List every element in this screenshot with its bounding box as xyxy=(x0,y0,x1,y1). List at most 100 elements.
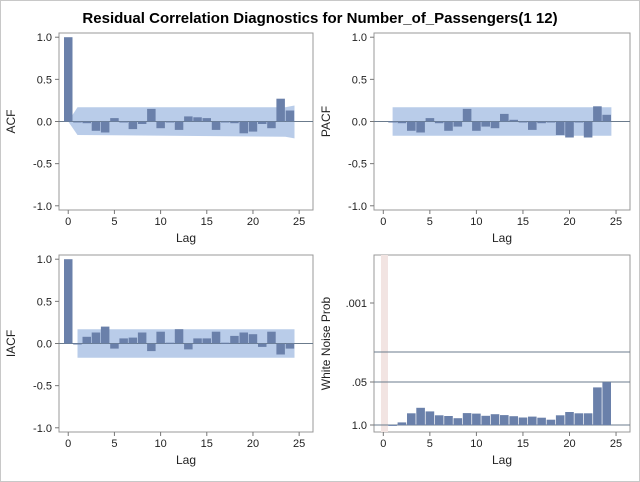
iacf-xtick-label: 0 xyxy=(65,438,71,450)
iacf-bar-lag-8 xyxy=(137,332,147,344)
pacf-bar-lag-9 xyxy=(462,108,472,122)
white-noise-bar-lag-9 xyxy=(462,413,472,425)
iacf-ytick-label: -0.5 xyxy=(33,381,52,393)
white-noise-bar-lag-11 xyxy=(481,415,490,425)
pacf-bar-lag-10 xyxy=(472,121,481,131)
acf-xtick-label: 10 xyxy=(154,216,166,228)
acf-bar-lag-8 xyxy=(137,121,147,124)
acf-ytick-label: 0.0 xyxy=(37,117,52,129)
iacf-ytick-label: -1.0 xyxy=(33,423,52,435)
pacf-bar-lag-3 xyxy=(407,121,416,131)
acf-bar-lag-5 xyxy=(110,118,119,122)
page-title: Residual Correlation Diagnostics for Num… xyxy=(82,10,558,27)
pacf-bar-lag-1 xyxy=(388,121,397,123)
iacf-bar-lag-11 xyxy=(165,342,175,344)
white-noise-bar-lag-5 xyxy=(425,411,435,425)
iacf-bar-lag-24 xyxy=(285,343,295,349)
white-noise-xtick-label: 15 xyxy=(517,438,529,450)
acf-bar-lag-0 xyxy=(64,37,73,122)
iacf-yaxis-label: IACF xyxy=(4,330,18,357)
pacf-bar-lag-4 xyxy=(416,121,425,133)
white-noise-bar-lag-8 xyxy=(453,418,463,425)
white-noise-xtick-label: 5 xyxy=(427,438,433,450)
white-noise-lag0-highlight xyxy=(380,255,388,432)
iacf-bar-lag-13 xyxy=(184,343,193,350)
white-noise-bar-lag-19 xyxy=(555,415,565,425)
white-noise-ytick-label: 1.0 xyxy=(352,420,367,432)
acf-bar-lag-18 xyxy=(230,121,239,124)
pacf-ytick-label: 0.0 xyxy=(352,117,367,129)
white-noise-bar-lag-16 xyxy=(528,416,537,425)
iacf-ytick-label: 0.5 xyxy=(37,296,52,308)
iacf-bar-lag-12 xyxy=(174,329,184,344)
acf-ytick-label: 0.5 xyxy=(37,74,52,86)
acf-bar-lag-15 xyxy=(202,118,211,122)
iacf-bar-lag-17 xyxy=(221,342,230,344)
white-noise-xtick-label: 10 xyxy=(470,438,482,450)
pacf-bar-lag-22 xyxy=(583,121,593,138)
white-noise-ytick-label: .001 xyxy=(346,298,367,310)
pacf-bar-lag-5 xyxy=(425,118,435,122)
white-noise-bar-lag-6 xyxy=(434,415,444,425)
acf-xaxis-label: Lag xyxy=(176,231,196,245)
acf-bar-lag-13 xyxy=(184,116,193,122)
iacf-bar-lag-7 xyxy=(128,337,138,344)
white-noise-bar-lag-22 xyxy=(583,413,593,425)
iacf-bar-lag-23 xyxy=(276,343,285,355)
white-noise-bar-lag-14 xyxy=(509,416,518,425)
pacf-bar-lag-14 xyxy=(509,119,518,122)
pacf-bar-lag-11 xyxy=(481,121,490,127)
iacf-bar-lag-6 xyxy=(119,338,128,344)
acf-ytick-label: -1.0 xyxy=(33,201,52,213)
iacf-bar-lag-2 xyxy=(82,336,91,344)
acf-bar-lag-22 xyxy=(267,121,276,129)
iacf-bar-lag-5 xyxy=(110,343,119,349)
iacf-bar-lag-21 xyxy=(258,343,267,347)
acf-xtick-label: 0 xyxy=(65,216,71,228)
iacf-bar-lag-19 xyxy=(239,332,248,344)
iacf-bar-lag-22 xyxy=(267,331,276,344)
pacf-ytick-label: -1.0 xyxy=(348,201,367,213)
pacf-bar-lag-18 xyxy=(546,121,556,123)
iacf-xtick-label: 25 xyxy=(293,438,305,450)
iacf-xtick-label: 20 xyxy=(247,438,259,450)
acf-ytick-label: 1.0 xyxy=(37,32,52,44)
pacf-bar-lag-13 xyxy=(500,113,509,122)
pacf-bar-lag-7 xyxy=(444,121,453,131)
white-noise-bar-lag-7 xyxy=(444,416,453,425)
white-noise-bar-lag-2 xyxy=(397,422,407,425)
white-noise-bar-lag-4 xyxy=(416,407,425,425)
iacf-bar-lag-15 xyxy=(202,338,211,344)
white-noise-ytick-label: .05 xyxy=(352,377,367,389)
acf-bar-lag-2 xyxy=(82,121,91,124)
white-noise-plot-area xyxy=(373,254,631,433)
white-noise-bar-lag-12 xyxy=(490,414,500,425)
acf-ytick-label: -0.5 xyxy=(33,159,52,171)
iacf-ytick-label: 1.0 xyxy=(37,254,52,266)
acf-bar-lag-17 xyxy=(221,121,230,123)
pacf-xtick-label: 0 xyxy=(380,216,386,228)
pacf-xtick-label: 20 xyxy=(563,216,575,228)
acf-bar-lag-21 xyxy=(258,121,267,124)
acf-xtick-label: 25 xyxy=(293,216,305,228)
white-noise-bar-lag-23 xyxy=(593,387,602,425)
pacf-bar-lag-2 xyxy=(397,121,407,124)
iacf-bar-lag-10 xyxy=(156,331,165,344)
acf-yaxis-label: ACF xyxy=(4,110,18,134)
pacf-bar-lag-19 xyxy=(555,121,565,135)
white-noise-yaxis-label: White Noise Prob xyxy=(319,296,333,390)
acf-bar-lag-24 xyxy=(285,110,295,122)
iacf-bar-lag-20 xyxy=(248,334,258,344)
acf-bar-lag-12 xyxy=(174,121,184,130)
iacf-xtick-label: 15 xyxy=(201,438,213,450)
pacf-bar-lag-6 xyxy=(434,121,444,124)
white-noise-bar-lag-21 xyxy=(574,413,584,425)
pacf-xtick-label: 10 xyxy=(470,216,482,228)
iacf-xaxis-label: Lag xyxy=(176,453,196,467)
pacf-yaxis-label: PACF xyxy=(319,106,333,137)
pacf-bar-lag-12 xyxy=(490,121,500,129)
acf-xtick-label: 15 xyxy=(201,216,213,228)
pacf-bar-lag-17 xyxy=(537,121,546,124)
acf-bar-lag-9 xyxy=(147,108,156,122)
